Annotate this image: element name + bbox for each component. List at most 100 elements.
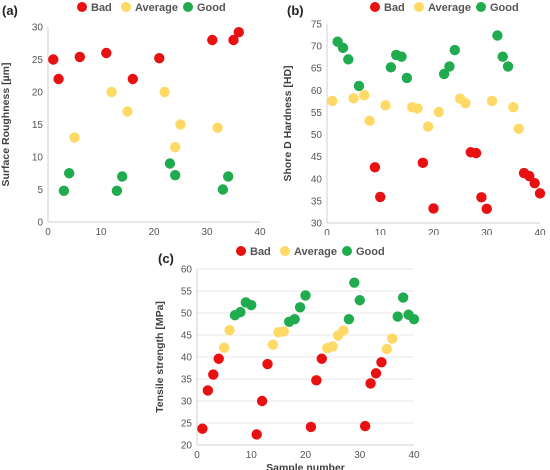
data-point-bad	[529, 178, 540, 189]
legend-marker-good	[476, 2, 486, 12]
data-point-average	[433, 106, 445, 118]
data-point-bad	[365, 378, 376, 389]
legend-label-bad: Bad	[91, 2, 112, 14]
legend-label-average: Average	[428, 2, 471, 14]
y-tick-label: 25	[181, 419, 193, 430]
y-tick-label: 20	[181, 441, 193, 452]
data-point-bad	[305, 421, 317, 433]
legend-marker-bad	[370, 2, 380, 12]
data-point-average	[486, 95, 498, 107]
data-point-bad	[207, 34, 218, 46]
tensile-strength-plot: 20 25 30 35 40 45 50 55 60 0 10 20 30 40 Sample number…	[154, 246, 420, 470]
x-tick-label: 10	[95, 227, 107, 235]
data-point-average	[159, 86, 170, 98]
y-tick-label: 30	[32, 23, 44, 34]
data-point-good	[63, 168, 75, 179]
data-point-average	[175, 119, 186, 130]
data-point-good	[170, 170, 181, 181]
y-axis-title: Shore D Hardness [HD]	[282, 65, 294, 181]
data-point-average	[508, 101, 519, 113]
shore-hardness-plot: 30354045505560657075010203040Sample numb…	[282, 2, 546, 235]
x-axis-title: Sample number	[266, 462, 345, 470]
data-point-bad	[369, 162, 381, 173]
data-point-good	[497, 51, 508, 62]
data-point-bad	[256, 395, 268, 407]
y-tick-label: 45	[311, 152, 323, 163]
data-point-bad	[48, 54, 59, 65]
data-point-bad	[476, 192, 487, 203]
data-point-average	[267, 339, 279, 350]
data-point-average	[422, 121, 434, 132]
shore-hardness-chart: 30354045505560657075010203040Sample numb…	[277, 0, 550, 235]
data-point-bad	[74, 51, 86, 63]
data-point-good	[492, 30, 503, 41]
data-point-good	[397, 292, 409, 303]
data-point-bad	[316, 353, 327, 364]
data-point-good	[235, 306, 246, 318]
data-point-average	[348, 93, 359, 104]
data-point-good	[343, 313, 355, 325]
data-point-good	[438, 68, 450, 80]
x-tick-label: 20	[300, 450, 312, 461]
data-point-average	[278, 326, 289, 337]
y-tick-label: 25	[32, 55, 44, 66]
data-point-good	[354, 295, 365, 306]
data-point-average	[460, 97, 471, 109]
data-point-good	[408, 313, 420, 325]
data-point-good	[337, 42, 349, 54]
x-tick-label: 40	[254, 227, 266, 235]
y-tick-label: 35	[311, 196, 323, 207]
data-point-good	[349, 277, 360, 288]
legend-marker-average	[414, 2, 424, 12]
y-tick-label: 35	[181, 375, 193, 386]
data-point-average	[212, 122, 223, 133]
data-point-good	[164, 158, 176, 169]
x-tick-label: 30	[481, 228, 493, 235]
tensile-strength-chart: 20 25 30 35 40 45 50 55 60 0 10 20 30 40 Sample number…	[150, 240, 430, 470]
data-point-average	[327, 95, 338, 107]
data-point-bad	[481, 203, 492, 215]
y-tick-label: 50	[181, 309, 193, 320]
data-point-good	[294, 302, 306, 313]
y-tick-label: 55	[311, 108, 323, 119]
data-point-bad	[428, 203, 439, 214]
data-point-bad	[233, 27, 244, 38]
y-tick-label: 40	[311, 174, 323, 185]
panel-label: (b)	[287, 3, 304, 18]
data-point-bad	[370, 368, 382, 379]
data-point-bad	[197, 423, 208, 434]
x-tick-label: 10	[246, 450, 258, 461]
data-point-bad	[213, 353, 224, 364]
y-tick-label: 60	[311, 86, 323, 97]
x-tick-label: 20	[428, 228, 440, 235]
x-tick-label: 10	[375, 228, 387, 235]
data-point-bad	[534, 188, 546, 199]
data-point-average	[338, 325, 349, 336]
data-point-bad	[470, 147, 482, 159]
data-point-bad	[262, 358, 273, 370]
data-point-bad	[53, 73, 64, 85]
legend-label-good: Good	[197, 2, 226, 14]
x-tick-label: 30	[201, 227, 213, 235]
y-tick-label: 30	[181, 397, 193, 408]
x-tick-label: 0	[45, 227, 51, 235]
data-point-average	[106, 86, 117, 98]
data-point-bad	[311, 375, 322, 386]
x-tick-label: 0	[324, 228, 330, 235]
data-point-bad	[228, 34, 239, 46]
data-point-good	[385, 62, 397, 73]
y-tick-label: 0	[37, 218, 43, 229]
data-point-average	[380, 100, 391, 111]
data-point-bad	[251, 429, 262, 440]
data-point-average	[364, 115, 375, 127]
surface-roughness-chart: 051015202530010203040Sample numberSurfac…	[0, 0, 275, 235]
data-point-bad	[208, 369, 219, 380]
data-point-good	[58, 185, 70, 196]
data-point-bad	[524, 170, 535, 182]
data-point-good	[502, 61, 514, 72]
data-point-bad	[154, 53, 165, 64]
legend-label-good: Good	[356, 246, 385, 258]
legend-marker-good	[183, 2, 193, 12]
y-tick-label: 60	[181, 265, 193, 276]
x-tick-label: 40	[534, 228, 546, 235]
